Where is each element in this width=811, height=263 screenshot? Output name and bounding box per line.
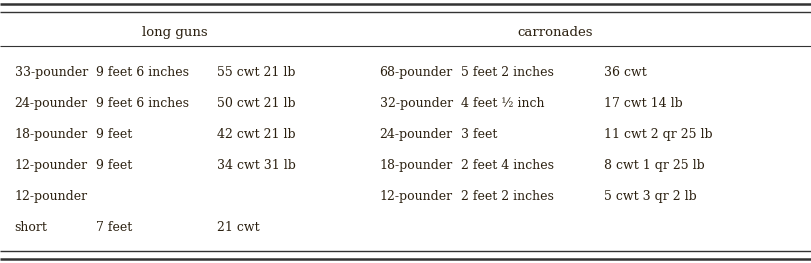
Text: 32-pounder: 32-pounder — [380, 97, 453, 110]
Text: 5 feet 2 inches: 5 feet 2 inches — [461, 65, 554, 79]
Text: short: short — [15, 221, 48, 234]
Text: 55 cwt 21 lb: 55 cwt 21 lb — [217, 65, 296, 79]
Text: 9 feet 6 inches: 9 feet 6 inches — [96, 97, 189, 110]
Text: 12-pounder: 12-pounder — [15, 159, 88, 172]
Text: 68-pounder: 68-pounder — [380, 65, 453, 79]
Text: 17 cwt 14 lb: 17 cwt 14 lb — [604, 97, 683, 110]
Text: 18-pounder: 18-pounder — [380, 159, 453, 172]
Text: 9 feet: 9 feet — [96, 159, 132, 172]
Text: 50 cwt 21 lb: 50 cwt 21 lb — [217, 97, 296, 110]
Text: 2 feet 4 inches: 2 feet 4 inches — [461, 159, 554, 172]
Text: 2 feet 2 inches: 2 feet 2 inches — [461, 190, 554, 203]
Text: 3 feet: 3 feet — [461, 128, 497, 141]
Text: 11 cwt 2 qr 25 lb: 11 cwt 2 qr 25 lb — [604, 128, 713, 141]
Text: long guns: long guns — [142, 26, 207, 39]
Text: 12-pounder: 12-pounder — [380, 190, 453, 203]
Text: 33-pounder: 33-pounder — [15, 65, 88, 79]
Text: 18-pounder: 18-pounder — [15, 128, 88, 141]
Text: 9 feet 6 inches: 9 feet 6 inches — [96, 65, 189, 79]
Text: 4 feet ½ inch: 4 feet ½ inch — [461, 97, 544, 110]
Text: 42 cwt 21 lb: 42 cwt 21 lb — [217, 128, 296, 141]
Text: 24-pounder: 24-pounder — [15, 97, 88, 110]
Text: carronades: carronades — [517, 26, 594, 39]
Text: 5 cwt 3 qr 2 lb: 5 cwt 3 qr 2 lb — [604, 190, 697, 203]
Text: 21 cwt: 21 cwt — [217, 221, 260, 234]
Text: 24-pounder: 24-pounder — [380, 128, 453, 141]
Text: 7 feet: 7 feet — [96, 221, 132, 234]
Text: 12-pounder: 12-pounder — [15, 190, 88, 203]
Text: 8 cwt 1 qr 25 lb: 8 cwt 1 qr 25 lb — [604, 159, 705, 172]
Text: 36 cwt: 36 cwt — [604, 65, 647, 79]
Text: 9 feet: 9 feet — [96, 128, 132, 141]
Text: 34 cwt 31 lb: 34 cwt 31 lb — [217, 159, 296, 172]
